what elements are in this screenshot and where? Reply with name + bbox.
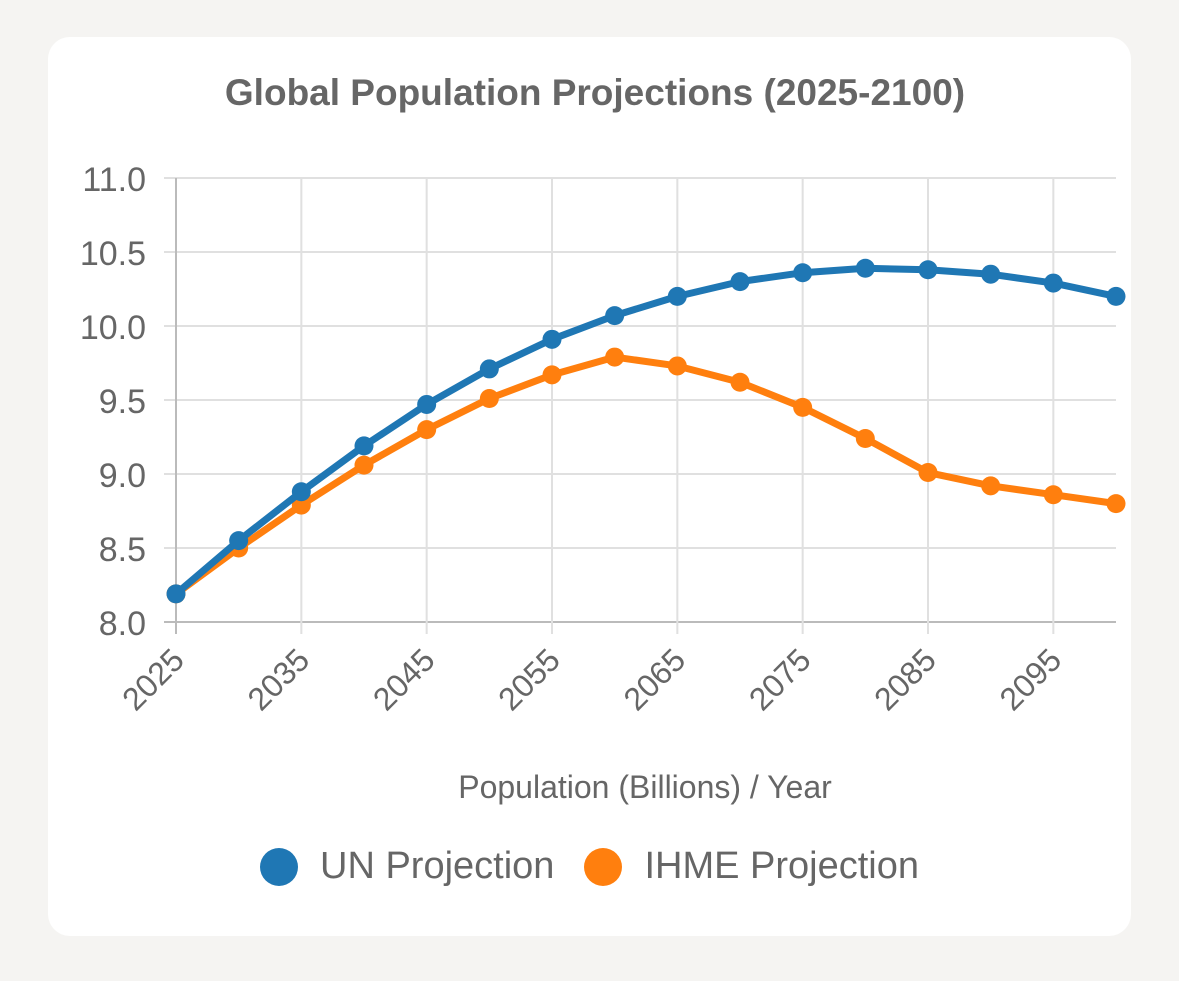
data-point: [918, 260, 938, 280]
data-point: [981, 264, 1001, 284]
x-tick-label: 2075: [742, 641, 818, 717]
legend-marker-un: [260, 847, 299, 886]
y-tick-label: 9.5: [99, 383, 146, 421]
chart-title: Global Population Projections (2025-2100…: [224, 72, 966, 113]
legend-item-un[interactable]: UN Projection: [260, 845, 554, 888]
data-point: [1106, 286, 1126, 306]
data-point: [981, 476, 1001, 496]
data-point: [291, 495, 311, 515]
legend: UN Projection IHME Projection: [0, 845, 1179, 888]
legend-item-ihme[interactable]: IHME Projection: [584, 845, 919, 888]
data-point: [479, 359, 499, 379]
data-point: [417, 420, 437, 440]
data-point: [1043, 485, 1063, 505]
y-tick-label: 9.0: [99, 457, 146, 495]
x-tick-label: 2065: [616, 641, 692, 717]
data-point: [605, 347, 625, 367]
data-point: [730, 272, 750, 292]
legend-label-un: UN Projection: [320, 845, 555, 887]
x-tick-label: 2095: [992, 641, 1068, 717]
y-tick-label: 11.0: [82, 161, 146, 199]
legend-label-ihme: IHME Projection: [644, 845, 919, 887]
data-point: [730, 372, 750, 392]
x-tick-label: 2055: [491, 641, 567, 717]
data-point: [855, 258, 875, 278]
legend-marker-ihme: [584, 847, 623, 886]
data-point: [667, 356, 687, 376]
data-point: [354, 436, 374, 456]
y-tick-label: 10.0: [80, 309, 146, 347]
data-point: [1043, 273, 1063, 293]
y-tick-label: 8.0: [99, 605, 146, 643]
x-axis-label: Population (Billions) / Year: [458, 769, 832, 805]
y-tick-label: 8.5: [99, 531, 146, 569]
data-point: [479, 389, 499, 409]
data-point: [667, 286, 687, 306]
data-point: [229, 531, 249, 551]
x-tick-label: 2085: [867, 641, 943, 717]
data-point: [417, 394, 437, 414]
data-point: [542, 365, 562, 385]
data-point: [166, 584, 186, 604]
data-point: [291, 482, 311, 502]
data-point: [793, 397, 813, 417]
data-point: [855, 428, 875, 448]
data-point: [918, 463, 938, 483]
x-tick-label: 2035: [240, 641, 316, 717]
y-tick-label: 10.5: [80, 235, 146, 273]
series-line: [172, 353, 1120, 598]
x-tick-label: 2025: [115, 641, 191, 717]
data-point: [1106, 494, 1126, 514]
data-point: [793, 263, 813, 283]
data-point: [542, 329, 562, 349]
x-tick-label: 2045: [366, 641, 442, 717]
data-point: [605, 306, 625, 326]
chart-card: [48, 37, 1131, 936]
data-point: [354, 455, 374, 475]
series-line: [172, 264, 1120, 598]
